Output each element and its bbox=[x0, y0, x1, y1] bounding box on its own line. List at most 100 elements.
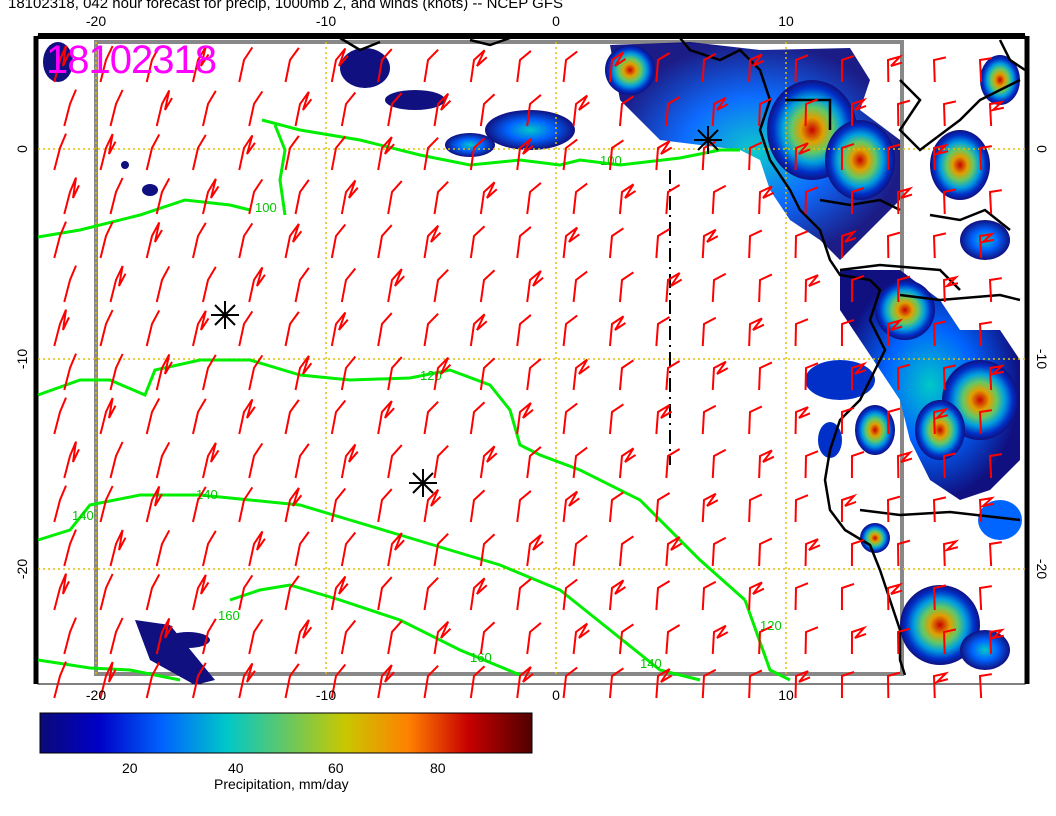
x-tick-bottom: 10 bbox=[778, 687, 794, 703]
wind-barb bbox=[284, 487, 303, 523]
coastline bbox=[339, 36, 1026, 676]
wind-barb bbox=[238, 398, 256, 435]
wind-barb bbox=[572, 270, 588, 303]
wind-barb bbox=[63, 617, 77, 655]
wind-barb bbox=[99, 397, 117, 435]
wind-barb bbox=[562, 666, 578, 699]
wind-barb bbox=[562, 314, 578, 347]
wind-barb bbox=[618, 95, 634, 127]
wind-barb bbox=[294, 267, 310, 303]
wind-barb bbox=[608, 139, 624, 171]
wind-barb bbox=[794, 494, 809, 523]
wind-barb bbox=[377, 136, 395, 171]
wind-barb bbox=[387, 268, 405, 303]
wind-barb bbox=[804, 450, 819, 479]
wind-barb bbox=[99, 661, 117, 699]
wind-barb bbox=[387, 92, 403, 127]
wind-barb bbox=[608, 579, 627, 611]
wind-barb bbox=[155, 353, 173, 391]
wind-barb bbox=[340, 267, 357, 303]
wind-barb bbox=[340, 531, 357, 567]
wind-barb bbox=[423, 664, 439, 699]
wind-barb bbox=[618, 447, 637, 479]
wind-barb bbox=[340, 355, 357, 391]
wind-barb bbox=[758, 97, 773, 127]
wind-barb bbox=[433, 268, 449, 303]
wind-barb bbox=[433, 356, 452, 391]
wind-barb bbox=[377, 664, 395, 699]
wind-barb bbox=[850, 186, 865, 215]
wind-barb bbox=[284, 223, 303, 259]
wind-barb bbox=[988, 277, 1002, 303]
wind-barb bbox=[978, 496, 996, 523]
wind-barb bbox=[433, 92, 452, 127]
wind-barb bbox=[886, 671, 901, 699]
wind-barb bbox=[284, 663, 300, 699]
wind-barb bbox=[526, 622, 542, 655]
wind-barb bbox=[330, 47, 349, 83]
wind-barb bbox=[794, 318, 809, 347]
wind-barb bbox=[155, 617, 173, 655]
wind-barb bbox=[516, 402, 534, 435]
wind-barb bbox=[99, 309, 114, 347]
wind-barb bbox=[748, 405, 763, 435]
wind-barb bbox=[942, 188, 957, 215]
chart-title: 18102318, 042 hour forecast for precip, … bbox=[8, 0, 563, 12]
wind-barb bbox=[284, 575, 300, 611]
wind-barb bbox=[109, 177, 124, 215]
wind-barb bbox=[932, 671, 950, 699]
wind-barb bbox=[145, 45, 161, 83]
wind-barb bbox=[840, 54, 855, 83]
wind-barb bbox=[840, 318, 855, 347]
wind-barb bbox=[711, 272, 727, 303]
wind-barb bbox=[608, 403, 624, 435]
wind-barb bbox=[109, 617, 124, 655]
wind-barb bbox=[794, 230, 809, 259]
wind-barb bbox=[284, 135, 300, 171]
wind-barb bbox=[202, 354, 217, 391]
wind-barb bbox=[896, 539, 911, 567]
wind-barb bbox=[942, 452, 957, 479]
x-tick-top: 0 bbox=[552, 13, 560, 29]
date-stamp: 18102318 bbox=[46, 38, 217, 82]
wind-barb bbox=[896, 99, 911, 127]
contour-label: 160 bbox=[218, 608, 240, 623]
wind-barb bbox=[53, 661, 67, 699]
wind-barb bbox=[618, 271, 634, 303]
wind-barb bbox=[748, 493, 763, 523]
wind-barb bbox=[701, 492, 719, 523]
wind-barb bbox=[988, 453, 1002, 479]
wind-barb bbox=[516, 666, 534, 699]
wind-barb bbox=[192, 662, 207, 699]
colorbar-tick: 20 bbox=[122, 760, 138, 776]
wind-barb bbox=[433, 532, 449, 567]
wind-barb bbox=[748, 669, 763, 699]
x-tick-top: -20 bbox=[86, 13, 106, 29]
contour-label: 100 bbox=[255, 200, 277, 215]
wind-barb bbox=[840, 142, 855, 171]
wind-barb bbox=[192, 398, 207, 435]
wind-barb bbox=[711, 536, 727, 567]
wind-barb bbox=[608, 667, 624, 699]
y-tick-right: -10 bbox=[1034, 349, 1050, 369]
wind-barb bbox=[886, 582, 904, 611]
wind-barb bbox=[192, 222, 207, 259]
wind-barb bbox=[516, 490, 532, 523]
wind-barb bbox=[109, 265, 127, 303]
wind-barb bbox=[53, 573, 70, 611]
wind-barb bbox=[248, 618, 264, 655]
wind-barb bbox=[896, 275, 911, 303]
wind-barb bbox=[665, 272, 683, 303]
wind-barb bbox=[804, 274, 821, 303]
wind-barb bbox=[145, 221, 163, 259]
wind-barb bbox=[562, 578, 578, 611]
wind-barb bbox=[850, 274, 865, 303]
wind-barb bbox=[655, 492, 671, 523]
wind-barb bbox=[804, 538, 821, 567]
wind-barb bbox=[479, 181, 498, 215]
wind-barb bbox=[248, 354, 264, 391]
wind-barb bbox=[572, 94, 590, 127]
wind-barb bbox=[469, 401, 486, 435]
wind-barb bbox=[655, 316, 671, 347]
wind-barb bbox=[479, 269, 496, 303]
